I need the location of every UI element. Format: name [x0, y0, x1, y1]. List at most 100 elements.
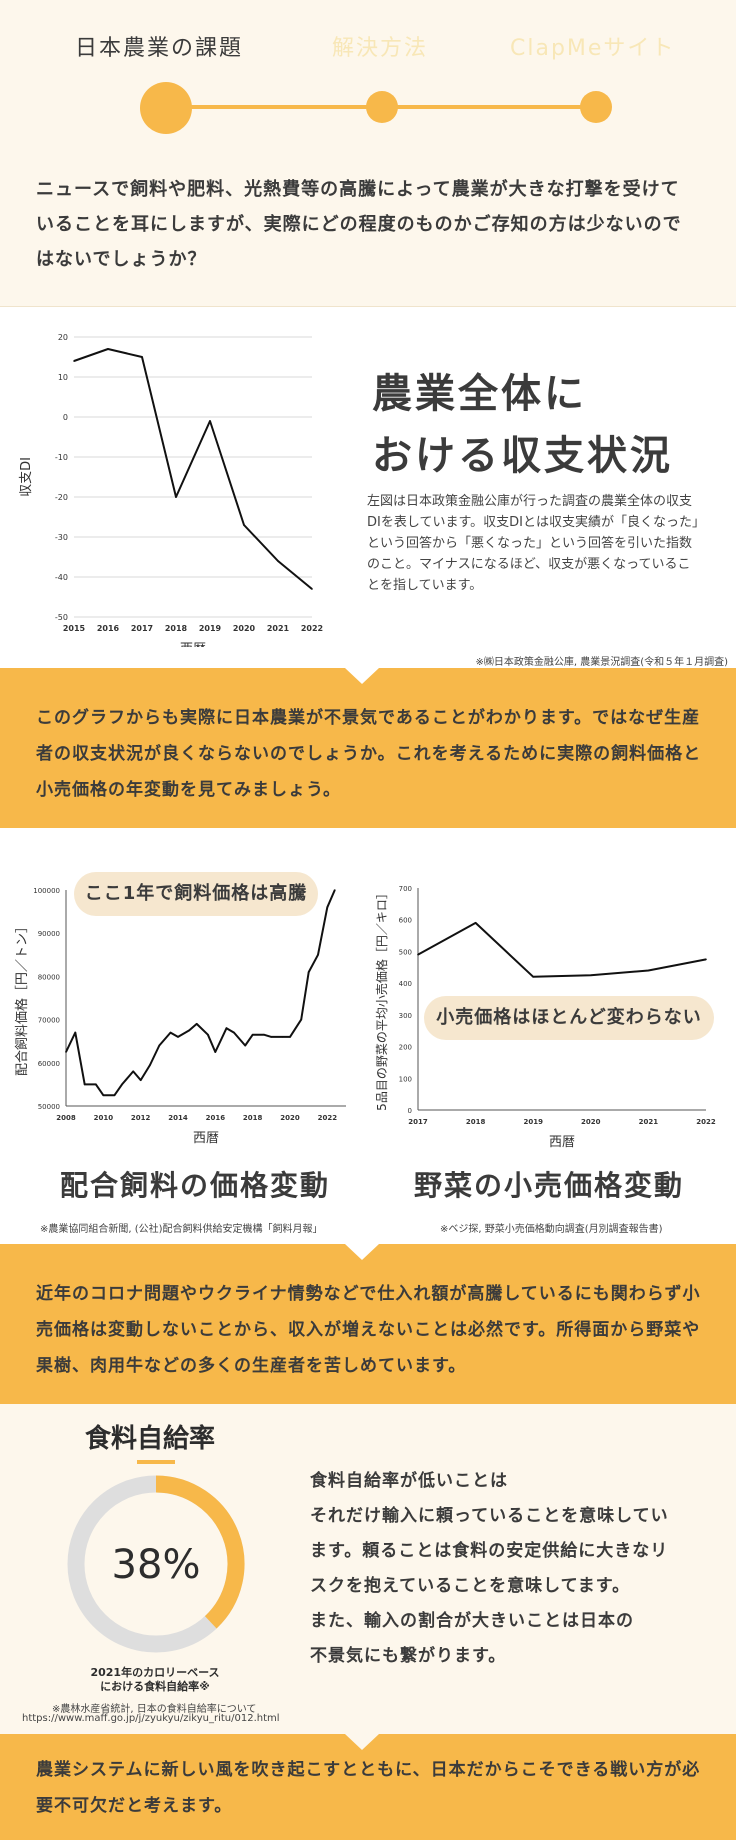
x-tick-label: 2017 [408, 1118, 428, 1126]
data-point [277, 560, 279, 562]
x-tick-label: 2015 [63, 624, 86, 633]
y-axis-label: 5品目の野菜の平均小売価格［円／キロ］ [374, 887, 389, 1111]
donut-slice-self-sufficiency [155, 1475, 245, 1629]
x-axis-label: 西暦 [180, 642, 206, 647]
x-tick-label: 2018 [243, 1114, 263, 1122]
x-tick-label: 2016 [97, 624, 120, 633]
data-point [281, 1036, 284, 1038]
data-point [270, 1036, 273, 1038]
data-point [532, 976, 534, 978]
income-di-chart: 20 10 0 -10 -20 -30 -40 -50 2015 2016 2017 2018 2019… [19, 333, 323, 647]
x-tick-label: 2012 [131, 1114, 151, 1122]
data-point [121, 1083, 123, 1086]
y-axis-label: 配合飼料価格［円／トン］ [14, 920, 30, 1076]
tab-clapme-site[interactable]: ClapMeサイト [510, 36, 676, 61]
donut-caption: 2021年のカロリーベース における食料自給率※ [70, 1666, 240, 1694]
food-self-sufficiency-section: 食料自給率 38% 2021年のカロリーベース における食料自給率※ ※農林水産… [0, 1404, 736, 1734]
band-notch [345, 668, 379, 684]
band-notch [345, 1244, 379, 1260]
veg-source: ※ベジ探, 野菜小売価格動向調査(月別調査報告書) [440, 1224, 663, 1235]
data-point [233, 1031, 235, 1034]
data-point [177, 1036, 179, 1038]
data-point [102, 1094, 105, 1096]
tab-agriculture-issues[interactable]: 日本農業の課題 [75, 36, 244, 61]
progress-stepper [140, 82, 620, 134]
y-tick-label: 400 [399, 980, 412, 988]
feed-source: ※農業協同組合新聞, (公社)配合飼料供給安定機構「飼料月報」 [40, 1224, 323, 1235]
band-notch [345, 1734, 379, 1750]
x-axis-label: 西暦 [193, 1131, 219, 1146]
data-point [107, 348, 109, 350]
x-tick-label: 2022 [301, 624, 323, 633]
di-heading: 農業全体に おける収支状況 [372, 363, 673, 487]
band-2-text: 近年のコロナ問題やウクライナ情勢などで仕入れ額が高騰しているにも関わらず小売価格… [36, 1284, 701, 1376]
data-point [263, 1033, 265, 1036]
donut-caption-line1: 2021年のカロリーベース [90, 1666, 220, 1679]
donut-center-label: 38% [112, 1542, 201, 1588]
data-point [244, 1044, 246, 1047]
band-1-text: このグラフからも実際に日本農業が不景気であることがわかります。ではなぜ生産者の収… [36, 708, 702, 800]
data-point [289, 1036, 291, 1038]
y-tick-label: -50 [55, 613, 68, 622]
di-heading-line2: おける収支状況 [372, 433, 673, 479]
income-di-section: 20 10 0 -10 -20 -30 -40 -50 2015 2016 2017 2018 2019… [0, 306, 736, 669]
data-series-line [417, 921, 707, 978]
x-tick-label: 2021 [267, 624, 290, 633]
data-point [158, 1044, 161, 1047]
food-line: また、輸入の割合が大きいことは日本の [310, 1611, 634, 1631]
data-point [311, 588, 313, 590]
donut-caption-line2: における食料自給率※ [100, 1680, 210, 1693]
x-tick-label: 2020 [280, 1114, 300, 1122]
y-tick-label: 300 [399, 1012, 412, 1020]
data-point [251, 1033, 254, 1036]
y-tick-label: 70000 [38, 1017, 60, 1025]
conclusion-band: 農業システムに新しい風を吹き起こすとともに、日本だからこそできる戦い方が必要不可… [0, 1734, 736, 1840]
food-line: 不景気にも繋がります。 [310, 1646, 507, 1666]
data-point [74, 1031, 77, 1034]
data-point [326, 906, 329, 909]
data-point [169, 1031, 172, 1034]
data-point [317, 954, 319, 956]
x-tick-label: 2021 [639, 1118, 659, 1126]
y-tick-label: 700 [399, 885, 412, 893]
y-tick-label: 500 [399, 948, 412, 956]
data-point [113, 1094, 116, 1096]
x-tick-label: 2008 [56, 1114, 76, 1122]
explanation-band-1: このグラフからも実際に日本農業が不景気であることがわかります。ではなぜ生産者の収… [0, 668, 736, 828]
data-point [139, 1079, 142, 1081]
x-tick-label: 2010 [94, 1114, 114, 1122]
data-point [73, 360, 75, 362]
y-tick-label: 200 [399, 1044, 412, 1052]
data-point [132, 1070, 134, 1073]
intro-text: ニュースで飼料や肥料、光熱費等の高騰によって農業が大きな打撃を受けていることを耳… [36, 179, 682, 270]
data-point [300, 1018, 303, 1021]
data-point [175, 496, 177, 498]
data-point [195, 1023, 198, 1025]
y-tick-label: 0 [408, 1107, 412, 1115]
x-tick-label: 2019 [199, 624, 222, 633]
stepper-dot-last[interactable] [580, 91, 612, 123]
tab-solutions[interactable]: 解決方法 [332, 36, 429, 61]
food-title: 食料自給率 [85, 1424, 216, 1454]
food-line: ます。頼ることは食料の安定供給に大きなリ [310, 1541, 669, 1561]
x-tick-label: 2014 [168, 1114, 188, 1122]
stepper-dot-middle[interactable] [366, 91, 398, 123]
data-point [417, 953, 419, 956]
y-tick-label: 10 [58, 373, 68, 382]
y-tick-label: 0 [63, 413, 68, 422]
veg-chart-title: 野菜の小売価格変動 [414, 1169, 685, 1202]
y-tick-label: 100 [399, 1075, 412, 1083]
di-description: 左図は日本政策金融公庫が行った調査の農業全体の収支DIを表しています。収支DIと… [367, 494, 699, 593]
data-point [141, 356, 143, 358]
data-point [243, 524, 245, 526]
y-tick-label: -10 [55, 453, 68, 462]
y-tick-label: -20 [55, 493, 68, 502]
y-tick-label: 600 [399, 917, 412, 925]
x-tick-label: 2018 [165, 624, 188, 633]
y-tick-label: 60000 [38, 1060, 60, 1068]
x-tick-label: 2022 [318, 1114, 338, 1122]
food-source-url[interactable]: https://www.maff.go.jp/j/zyukyu/zikyu_ri… [22, 1713, 280, 1724]
y-tick-label: 20 [58, 333, 68, 342]
stepper-dot-current[interactable] [140, 82, 192, 134]
